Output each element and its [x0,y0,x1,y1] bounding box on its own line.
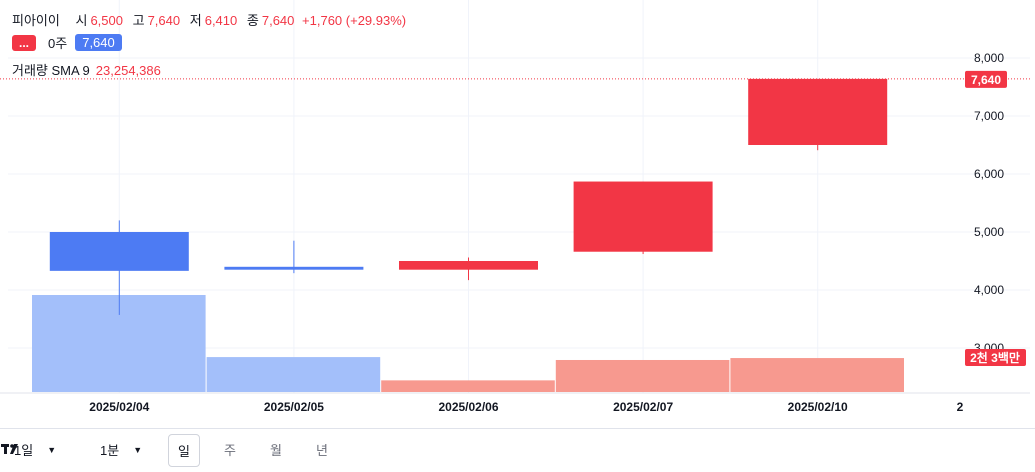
volume-axis-label: 2천 3백만 [970,350,1020,365]
volume-legend-label: 거래량 SMA 9 [12,63,90,78]
symbol-name: 피아이이 [12,13,60,28]
low-value: 6,410 [204,13,238,28]
candle-body [399,261,538,270]
x-tick-label: 2025/02/04 [89,400,149,414]
low-label: 저 [189,13,202,28]
y-tick-label: 7,000 [974,109,1004,123]
volume-bar [206,357,381,392]
y-tick-label: 5,000 [974,225,1004,239]
chevron-down-icon: ▼ [133,444,143,455]
open-value: 6,500 [90,13,123,28]
y-tick-label: 4,000 [974,283,1004,297]
candle-body [748,78,888,145]
chevron-down-icon: ▼ [47,444,57,455]
tab-day-label: 일 [178,444,190,459]
change-value: +1,760 (+29.93%) [302,13,407,28]
high-value: 7,640 [147,13,181,28]
volume-bar [730,358,904,392]
order-legend: ... 0주 7,640 [12,33,122,52]
close-label: 종 [246,13,259,28]
range-label: 1일 [14,443,34,458]
y-tick-label: 8,000 [974,51,1004,65]
volume-bar [381,380,555,392]
range-selector[interactable]: 1일 ▼ [14,440,56,459]
y-tick-label: 6,000 [974,167,1004,181]
last-price-badge [965,70,1007,88]
x-tick-label: 2025/02/05 [264,400,324,414]
ohlc-legend: 피아이이 시 6,500 고 7,640 저 6,410 종 7,640 +1,760 … [12,10,406,29]
order-price-badge[interactable]: 7,640 [75,34,122,51]
close-value: 7,640 [261,13,295,28]
high-label: 고 [132,13,145,28]
candle-body [224,266,364,270]
last-price-label: 7,640 [971,73,1001,87]
tab-week[interactable]: 주 [224,440,236,459]
x-tick-label: 2025/02/07 [613,400,673,414]
tradingview-logo-icon[interactable] [0,438,22,460]
bottom-toolbar: 1일 ▼ 1분 ▼ 일 주 월 년 [0,428,1035,472]
tab-day[interactable]: 일 [168,434,200,467]
interval-selector[interactable]: 1분 ▼ [100,440,142,459]
x-tick-label: 2025/02/10 [788,400,848,414]
x-tick-label: 2 [957,400,964,414]
x-tick-label: 2025/02/06 [438,400,498,414]
interval-label: 1분 [100,443,120,458]
tab-month-label: 월 [270,443,282,458]
candle-body [49,232,189,271]
tab-year-label: 년 [316,443,328,458]
order-shares: 0주 [48,36,68,51]
tab-year[interactable]: 년 [316,440,328,459]
chart-area[interactable]: 3,000 4,000 5,000 6,000 7,000 8,000 7,640 2천 3백… [0,0,1035,428]
volume-legend: 거래량 SMA 9 23,254,386 [12,60,161,79]
tab-week-label: 주 [224,443,236,458]
order-badge[interactable]: ... [12,34,37,51]
tab-month[interactable]: 월 [270,440,282,459]
volume-legend-value: 23,254,386 [95,63,161,78]
candle-body [573,181,713,252]
volume-axis-badge [965,349,1026,366]
open-label: 시 [75,13,88,28]
volume-bar [555,359,730,392]
